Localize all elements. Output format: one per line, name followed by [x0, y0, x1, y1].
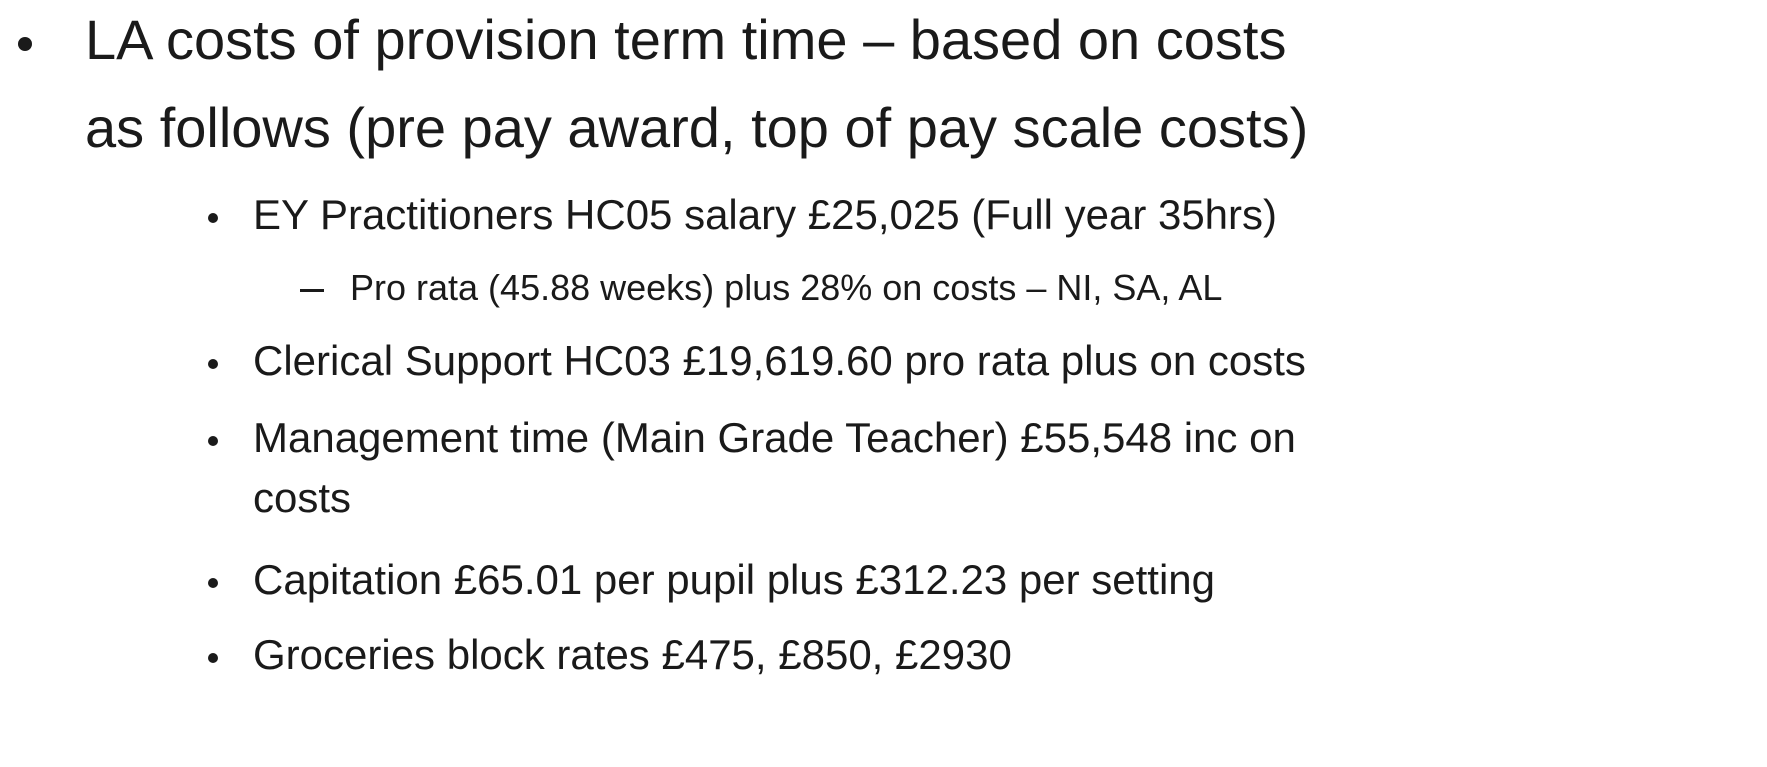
bullet-text: Clerical Support HC03 £19,619.60 pro rat… [253, 337, 1306, 385]
bullet [208, 359, 218, 370]
bullet [18, 36, 32, 51]
bullet-text: LA costs of provision term time – based … [85, 7, 1287, 71]
bullet [208, 213, 218, 224]
bullet [208, 653, 218, 664]
bullet [208, 578, 218, 589]
bullet-text: as follows (pre pay award, top of pay sc… [85, 95, 1309, 159]
dash [300, 289, 324, 293]
bullet [208, 436, 218, 447]
bullet-text: EY Practitioners HC05 salary £25,025 (Fu… [253, 191, 1278, 239]
bullet-text: Capitation £65.01 per pupil plus £312.23… [253, 556, 1216, 604]
bullet-text: costs [253, 474, 352, 522]
bullet-text: Pro rata (45.88 weeks) plus 28% on costs… [350, 266, 1223, 308]
bullet-text: Management time (Main Grade Teacher) £55… [253, 414, 1296, 462]
bullet-text: Groceries block rates £475, £850, £2930 [253, 631, 1012, 679]
